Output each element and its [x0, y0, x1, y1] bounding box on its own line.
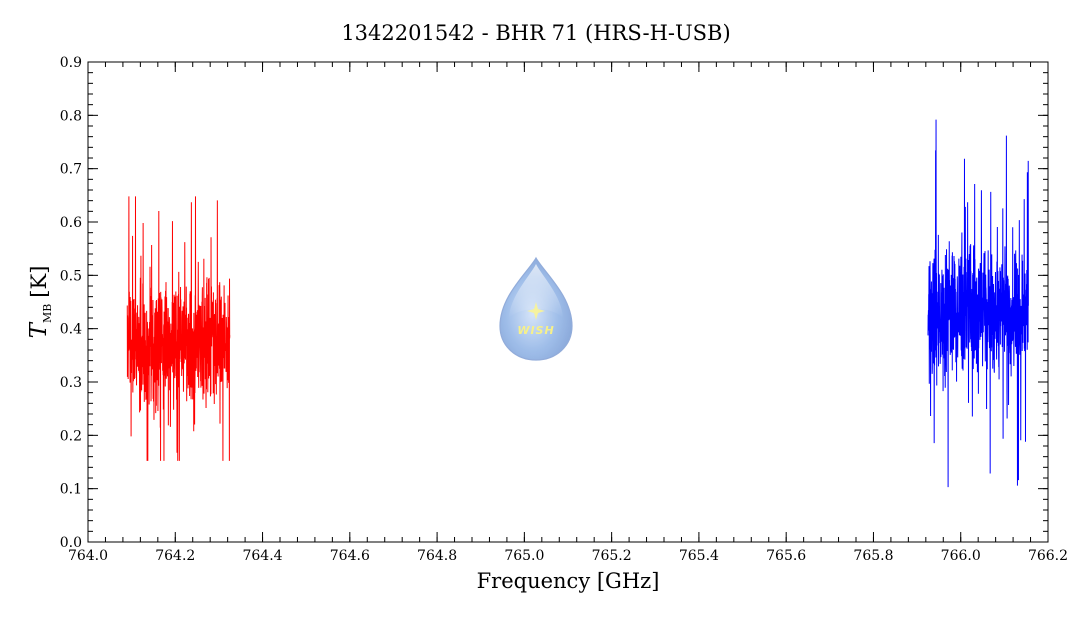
x-tick-label: 764.2	[155, 548, 195, 564]
y-tick-label: 0.0	[60, 535, 82, 551]
plot-frame	[87, 61, 1049, 543]
spectrum-series-2	[927, 119, 1029, 488]
wish-star-icon	[527, 302, 545, 320]
x-tick-label: 765.2	[592, 548, 632, 564]
x-tick-labels: 764.0 764.2 764.4 764.6 764.8 765.0 765.2 765.4…	[68, 548, 1068, 564]
y-tick-label: 0.7	[60, 162, 82, 178]
x-tick-label: 764.6	[330, 548, 370, 564]
y-tick-label: 0.3	[60, 375, 82, 391]
y-tick-label: 0.8	[60, 108, 82, 124]
x-tick-label: 766.0	[941, 548, 981, 564]
x-tick-label: 764.4	[242, 548, 282, 564]
spectrum-series-1	[126, 196, 231, 461]
x-tick-label: 765.0	[504, 548, 544, 564]
x-tick-label: 765.8	[853, 548, 893, 564]
x-tick-label: 765.6	[766, 548, 806, 564]
y-tick-label: 0.9	[60, 55, 82, 71]
y-tick-label: 0.2	[60, 428, 82, 444]
y-tick-labels: 0.0 0.1 0.2 0.3 0.4 0.5 0.6 0.7 0.8 0.9	[60, 55, 82, 551]
y-axis-symbol: T	[26, 321, 52, 338]
y-tick-label: 0.4	[60, 322, 82, 338]
y-tick-label: 0.1	[60, 482, 82, 498]
x-tick-label: 766.2	[1028, 548, 1068, 564]
wish-droplet-shine	[509, 264, 563, 318]
x-tick-label: 765.4	[679, 548, 719, 564]
x-tick-label: 764.0	[68, 548, 108, 564]
svg-text:TMB[K]: TMB [K]	[26, 266, 54, 339]
x-axis-label: Frequency [GHz]	[477, 569, 660, 593]
y-tick-label: 0.5	[60, 268, 82, 284]
y-axis-label: TMB [K]	[26, 266, 54, 339]
y-tick-label: 0.6	[60, 215, 82, 231]
wish-logo-watermark: WISH	[499, 256, 573, 361]
y-axis-unit: [K]	[27, 266, 51, 298]
y-axis-subscript: MB	[41, 304, 54, 323]
series-layer	[126, 119, 1029, 488]
ticks-layer	[87, 61, 1049, 543]
x-tick-label: 764.8	[417, 548, 457, 564]
wish-logo-text: WISH	[517, 324, 554, 337]
chart-title: 1342201542 - BHR 71 (HRS-H-USB)	[341, 21, 730, 45]
